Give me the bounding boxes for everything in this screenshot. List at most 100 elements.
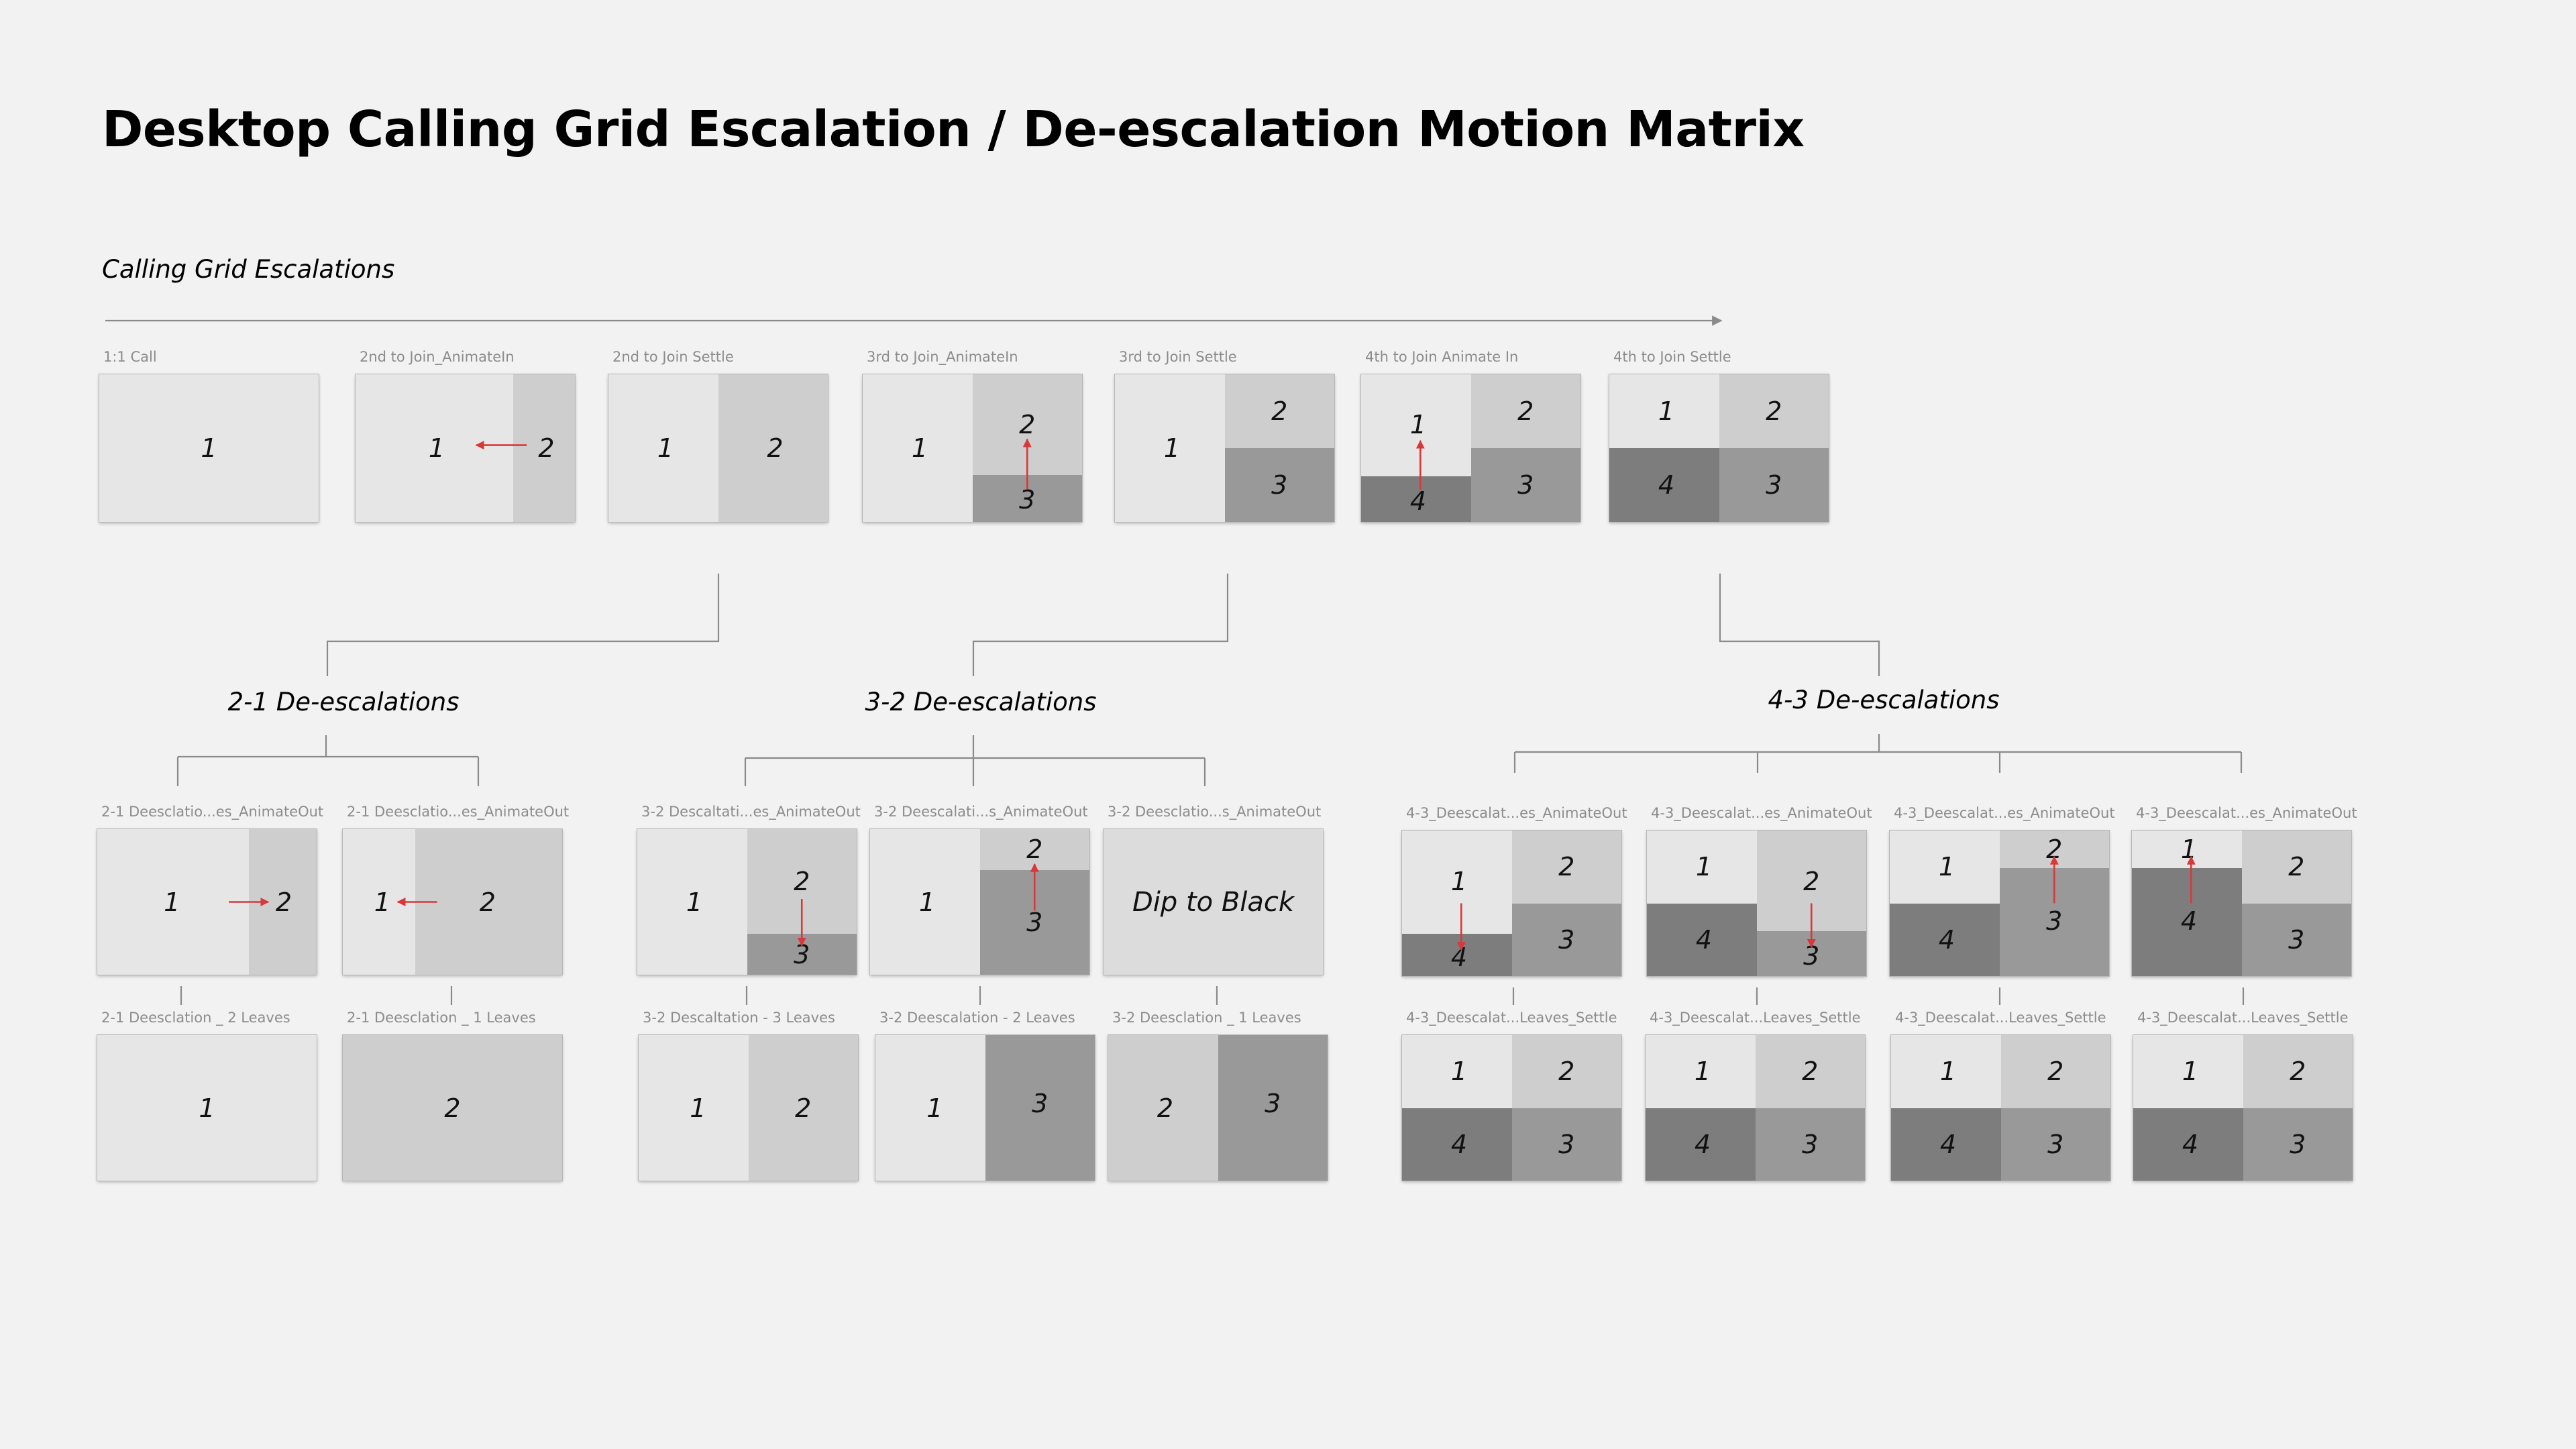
participant-tile — [415, 829, 562, 975]
participant-number: 4 — [1938, 924, 1955, 955]
participant-number: 4 — [1658, 470, 1675, 500]
connector-path — [1719, 574, 1880, 676]
participant-tile — [343, 1035, 562, 1181]
participant-tile — [1609, 374, 1719, 448]
frame-label: 2nd to Join_AnimateIn — [360, 349, 515, 365]
connector-path — [180, 986, 453, 1005]
participant-tile — [1646, 1108, 1756, 1181]
participant-tile — [1609, 448, 1719, 522]
participant-number: 2 — [1766, 396, 1782, 426]
grid-frame[interactable]: 1 — [99, 374, 319, 523]
connector-path — [744, 735, 1206, 786]
participant-number: 3 — [2047, 1129, 2064, 1159]
participant-number: 2 — [1803, 866, 1820, 896]
grid-frame[interactable]: 1 2 3 — [637, 828, 857, 975]
participant-number: 1 — [657, 433, 674, 463]
frame-label: 2nd to Join Settle — [612, 349, 734, 365]
frame-label: 2-1 Deesclation _ 1 Leaves — [347, 1010, 536, 1026]
participant-tile — [1890, 830, 2000, 904]
participant-number: 2 — [1558, 852, 1575, 882]
frame-label: 3rd to Join Settle — [1119, 349, 1237, 365]
participant-tile — [718, 374, 828, 522]
frame-label: 3-2 Deescalation - 2 Leaves — [879, 1010, 1075, 1026]
participant-number: 4 — [1939, 1129, 1957, 1159]
participant-tile — [2133, 1035, 2243, 1108]
participant-number: 4 — [1450, 1129, 1468, 1159]
participant-number: 2 — [1271, 396, 1288, 426]
participant-number: 1 — [2182, 1057, 2199, 1087]
frame-label: 3-2 Deescalati...s_AnimateOut — [874, 804, 1088, 820]
participant-number: 1 — [1938, 852, 1955, 882]
grid-frame[interactable]: 1 4 2 3 — [1889, 830, 2110, 977]
participant-number: 1 — [1695, 852, 1713, 882]
participant-number: 3 — [1558, 1129, 1575, 1159]
participant-tile — [97, 829, 249, 975]
participant-tile — [1891, 1108, 2001, 1181]
participant-tile — [513, 374, 575, 522]
participant-tile — [870, 829, 980, 975]
participant-tile — [1361, 476, 1471, 522]
grid-frame[interactable]: 1 2 3 — [869, 828, 1090, 975]
participant-tile — [1402, 830, 1512, 934]
participant-number: 3 — [1802, 1129, 1819, 1159]
grid-frame[interactable]: 1 4 2 3 — [2133, 1034, 2353, 1181]
grid-frame[interactable]: 1 4 2 3 — [1360, 374, 1581, 523]
deescalation-32-heading: 3-2 De-escalations — [865, 688, 1097, 716]
participant-number: 1 — [1450, 866, 1468, 896]
participant-number: 1 — [164, 887, 180, 917]
grid-frame[interactable]: 1 — [97, 1034, 317, 1181]
grid-frame[interactable]: 1 4 2 3 — [1645, 1034, 1866, 1181]
grid-frame[interactable]: 1 4 2 3 — [2131, 830, 2352, 977]
participant-tile — [1890, 903, 2000, 976]
participant-number: 2 — [1157, 1093, 1174, 1123]
participant-tile — [875, 1035, 985, 1181]
grid-frame[interactable]: Dip to Black — [1103, 828, 1324, 975]
escalations-heading: Calling Grid Escalations — [102, 255, 395, 284]
grid-frame[interactable]: 1 2 3 — [1114, 374, 1335, 523]
grid-frame[interactable]: 1 2 3 — [862, 374, 1083, 523]
participant-number: 4 — [1694, 1129, 1711, 1159]
grid-frame[interactable]: 1 4 2 3 — [1890, 1034, 2111, 1181]
participant-tile — [1511, 830, 1621, 904]
participant-tile — [1104, 829, 1323, 975]
deescalation-43-heading: 4-3 De-escalations — [1768, 686, 2000, 714]
frame-label: 4-3_Deescalat...es_AnimateOut — [1894, 805, 2115, 821]
participant-tile — [1511, 1108, 1621, 1181]
participant-number: 1 — [1409, 409, 1427, 439]
participant-number: 1 — [686, 887, 703, 917]
connector-path — [1512, 987, 2245, 1005]
frame-label: 4-3_Deescalat...es_AnimateOut — [1651, 805, 1872, 821]
participant-number: 4 — [1450, 942, 1468, 972]
participant-tile — [1511, 903, 1621, 976]
participant-tile — [1218, 1035, 1328, 1181]
frame-label: 4-3_Deescalat...Leaves_Settle — [1650, 1010, 1861, 1026]
participant-number: 4 — [2180, 906, 2198, 936]
frame-label: 2-1 Deesclation _ 2 Leaves — [101, 1010, 290, 1026]
participant-tile — [1470, 448, 1580, 522]
grid-frame[interactable]: 1 4 2 3 — [1609, 374, 1829, 523]
grid-frame[interactable]: 1 4 2 3 — [1646, 830, 1867, 977]
grid-frame[interactable]: 1 4 2 3 — [1401, 830, 1622, 977]
frame-label: 4th to Join Animate In — [1365, 349, 1519, 365]
participant-number: 2 — [538, 433, 555, 463]
grid-frame[interactable]: 2 — [342, 1034, 563, 1181]
participant-number: 3 — [794, 939, 810, 969]
participant-number: 3 — [1803, 941, 1820, 971]
grid-frame[interactable]: 1 4 2 3 — [1401, 1034, 1622, 1181]
participant-number: 2 — [1517, 396, 1534, 426]
participant-number: 3 — [1032, 1088, 1049, 1118]
participant-number: 2 — [794, 867, 810, 897]
participant-tile — [1647, 830, 1757, 904]
frame-label: 4-3_Deescalat...Leaves_Settle — [1406, 1010, 1617, 1026]
participant-number: 3 — [2290, 1129, 2306, 1159]
participant-tile — [1224, 448, 1334, 522]
